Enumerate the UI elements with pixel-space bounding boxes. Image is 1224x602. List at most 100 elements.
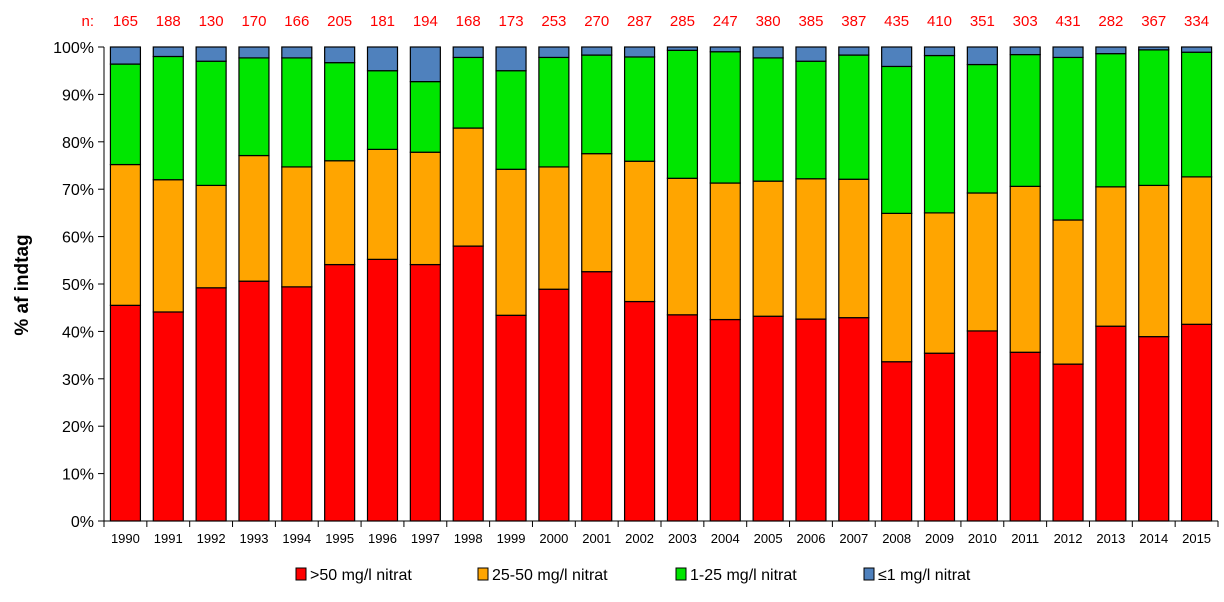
legend-swatch — [863, 567, 875, 581]
sample-size-prefix: n: — [81, 13, 94, 30]
y-axis: 0% 10% 20% 30% 40% 50% 60% 70% 80% 90% 100% — [53, 40, 105, 531]
bar-segment-series-4 — [281, 46, 313, 59]
bar-segment-series-3 — [452, 56, 484, 129]
bar-segment-series-1 — [238, 280, 270, 522]
bar-segment-series-4 — [452, 46, 484, 59]
y-tick-label: 100% — [53, 40, 94, 57]
bar-segment-series-1 — [752, 315, 784, 522]
bar-segment-series-3 — [881, 65, 913, 214]
sample-size-label: 380 — [756, 13, 781, 30]
sample-size-label: 194 — [413, 13, 438, 30]
y-tick-label: 60% — [62, 230, 94, 247]
x-tick-label: 2000 — [539, 531, 568, 546]
x-tick-label: 1996 — [368, 531, 397, 546]
bar-segment-series-4 — [109, 46, 142, 65]
bar-segment-series-1 — [838, 317, 870, 522]
bar-segment-series-3 — [152, 55, 184, 181]
x-tick-label: 1993 — [240, 531, 269, 546]
bar-segment-series-3 — [324, 62, 356, 162]
bar-segment-series-4 — [409, 46, 441, 83]
y-tick-label: 0% — [71, 514, 94, 531]
bar-segment-series-1 — [366, 258, 399, 522]
bar-segment-series-3 — [1095, 53, 1127, 188]
bar-segment-series-2 — [495, 168, 527, 316]
bar-segment-series-4 — [623, 46, 656, 58]
x-tick-label: 2002 — [625, 531, 654, 546]
bar-segment-series-3 — [1009, 53, 1041, 187]
bar-segment-series-2 — [366, 148, 399, 260]
bar-segment-series-3 — [195, 60, 227, 187]
bar-segment-series-2 — [581, 153, 613, 273]
bar-segment-series-3 — [752, 57, 784, 182]
y-tick-label: 20% — [62, 419, 94, 436]
bar-segment-series-2 — [238, 154, 270, 282]
sample-size-label: 385 — [798, 13, 823, 30]
bar-segment-series-4 — [923, 46, 956, 57]
sample-size-label: 181 — [370, 13, 395, 30]
x-tick-label: 2009 — [925, 531, 954, 546]
legend-label: ≤1 mg/l nitrat — [878, 567, 971, 584]
bar-segment-series-2 — [1052, 219, 1084, 365]
x-tick-label: 2012 — [1054, 531, 1083, 546]
y-tick-label: 30% — [62, 372, 94, 389]
bar-segment-series-2 — [752, 180, 784, 317]
bar-segment-series-1 — [109, 304, 142, 522]
bar-segment-series-2 — [1009, 185, 1041, 353]
x-tick-label: 1997 — [411, 531, 440, 546]
bar-segment-series-4 — [366, 46, 399, 72]
x-tick-label: 2011 — [1011, 531, 1039, 546]
bar-segment-series-3 — [1138, 49, 1170, 187]
y-tick-label: 50% — [62, 277, 94, 294]
bar-segment-series-4 — [538, 46, 570, 59]
bar-segment-series-4 — [881, 46, 913, 68]
sample-size-label: 247 — [713, 13, 738, 30]
x-tick-label: 2010 — [968, 531, 997, 546]
bar-segment-series-1 — [581, 271, 613, 522]
sample-size-label: 351 — [970, 13, 995, 30]
bar-segment-series-1 — [1180, 323, 1213, 522]
bar-segment-series-2 — [109, 163, 142, 306]
bar-segment-series-2 — [666, 177, 699, 316]
x-tick-label: 2001 — [582, 531, 611, 546]
bar-segment-series-2 — [795, 178, 827, 320]
bar-segment-series-3 — [966, 63, 998, 194]
sample-size-label: 170 — [241, 13, 266, 30]
bar-segment-series-1 — [195, 287, 227, 522]
bar-segment-series-3 — [666, 49, 699, 179]
x-tick-label: 2013 — [1096, 531, 1125, 546]
bar-segment-series-4 — [966, 46, 998, 66]
x-tick-label: 2005 — [754, 531, 783, 546]
bar-segment-series-4 — [1180, 46, 1213, 53]
bar-segment-series-4 — [752, 46, 784, 59]
bar-segment-series-2 — [966, 192, 998, 332]
bar-segment-series-4 — [195, 46, 227, 62]
bar-segment-series-1 — [1009, 351, 1041, 522]
x-tick-label: 1995 — [325, 531, 354, 546]
bar-segment-series-4 — [666, 46, 699, 51]
sample-size-label: 435 — [884, 13, 909, 30]
bar-segment-series-3 — [1180, 51, 1213, 178]
bar-segment-series-1 — [324, 263, 356, 522]
bar-segment-series-1 — [666, 314, 699, 522]
bar-segment-series-1 — [923, 352, 956, 522]
bar-segment-series-2 — [324, 160, 356, 266]
sample-size-label: 303 — [1013, 13, 1038, 30]
bar-segment-series-4 — [1095, 46, 1127, 55]
bar-segment-series-2 — [538, 166, 570, 290]
y-axis-title: % af indtag — [12, 234, 33, 335]
bar-segment-series-3 — [409, 81, 441, 153]
bar-segment-series-4 — [495, 46, 527, 72]
bar-segment-series-1 — [495, 314, 527, 522]
sample-size-label: 287 — [627, 13, 652, 30]
bar-segment-series-1 — [538, 288, 570, 522]
sample-size-label: 334 — [1184, 13, 1209, 30]
bar-segment-series-2 — [1138, 184, 1170, 338]
bar-segment-series-1 — [452, 245, 484, 522]
bar-segment-series-2 — [1095, 186, 1127, 327]
bar-segment-series-2 — [838, 178, 870, 319]
sample-size-label: 173 — [499, 13, 524, 30]
legend-label: 1-25 mg/l nitrat — [690, 567, 797, 584]
bar-segment-series-2 — [195, 184, 227, 289]
bar-segment-series-1 — [795, 318, 827, 522]
bar-segment-series-3 — [623, 56, 656, 162]
